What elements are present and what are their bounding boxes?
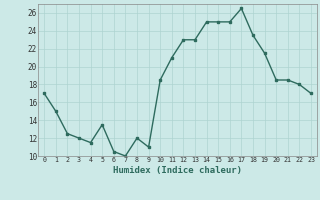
X-axis label: Humidex (Indice chaleur): Humidex (Indice chaleur) xyxy=(113,166,242,175)
